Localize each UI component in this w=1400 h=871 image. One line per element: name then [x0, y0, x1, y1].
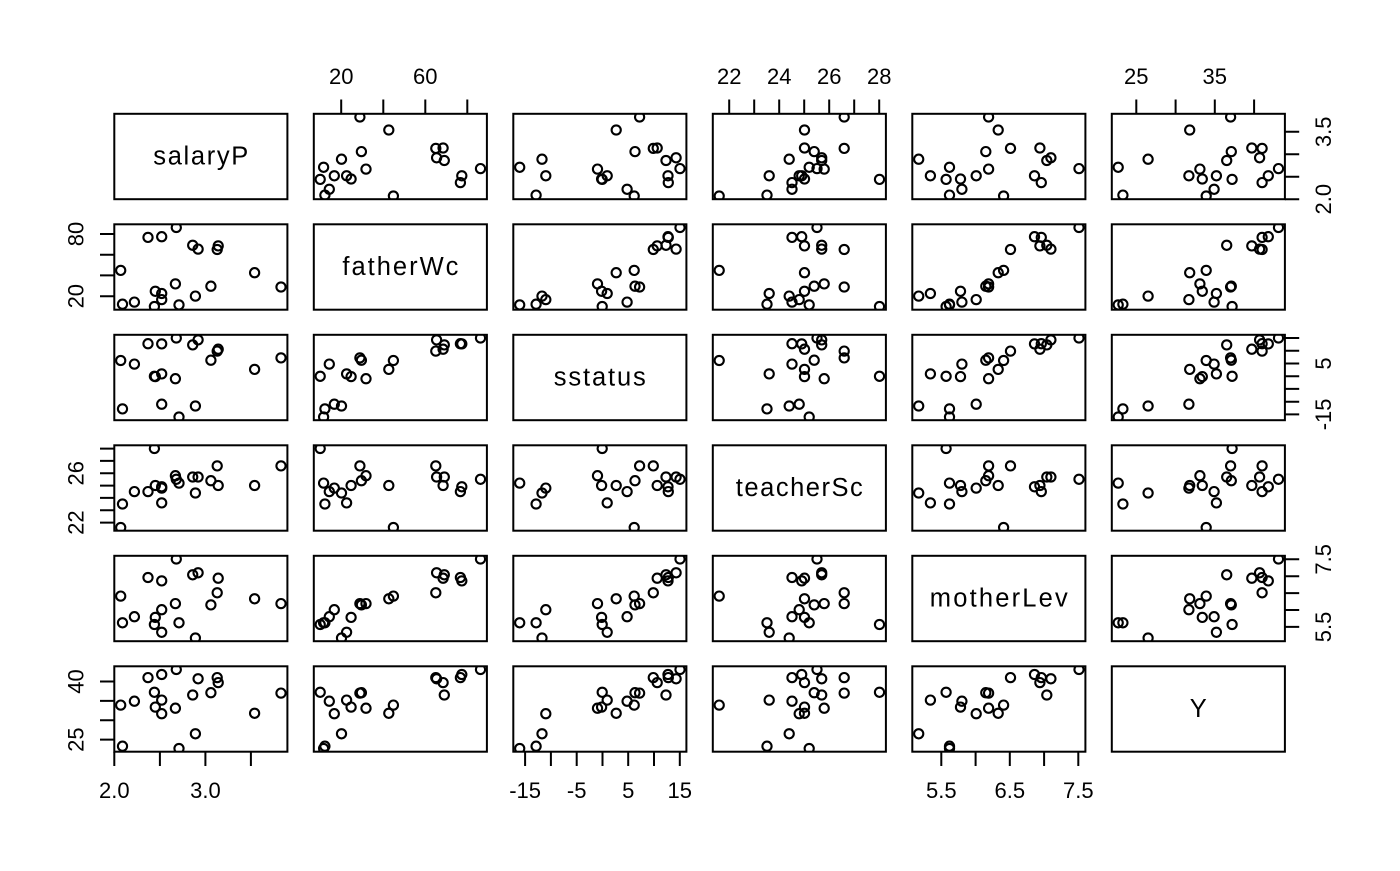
svg-text:20: 20 — [329, 64, 353, 89]
svg-text:24: 24 — [767, 64, 791, 89]
svg-text:2.0: 2.0 — [99, 778, 130, 803]
svg-text:teacherSc: teacherSc — [736, 474, 863, 502]
svg-text:3.0: 3.0 — [190, 778, 221, 803]
svg-text:26: 26 — [64, 461, 89, 485]
svg-text:6.5: 6.5 — [995, 778, 1026, 803]
svg-text:-15: -15 — [509, 778, 541, 803]
svg-text:80: 80 — [64, 222, 89, 246]
svg-text:28: 28 — [867, 64, 891, 89]
svg-text:15: 15 — [668, 778, 692, 803]
svg-text:Y: Y — [1190, 695, 1207, 723]
svg-text:7.5: 7.5 — [1311, 544, 1336, 575]
svg-text:fatherWc: fatherWc — [342, 253, 458, 281]
svg-text:35: 35 — [1203, 64, 1227, 89]
svg-text:5.5: 5.5 — [926, 778, 957, 803]
svg-text:25: 25 — [1124, 64, 1148, 89]
svg-text:-15: -15 — [1311, 399, 1336, 431]
svg-text:3.5: 3.5 — [1311, 117, 1336, 148]
svg-text:22: 22 — [717, 64, 741, 89]
svg-text:25: 25 — [64, 727, 89, 751]
svg-text:2.0: 2.0 — [1311, 184, 1336, 215]
svg-text:5.5: 5.5 — [1311, 612, 1336, 643]
svg-text:60: 60 — [413, 64, 437, 89]
svg-text:20: 20 — [64, 284, 89, 308]
svg-text:26: 26 — [817, 64, 841, 89]
svg-text:-5: -5 — [567, 778, 587, 803]
svg-text:sstatus: sstatus — [554, 364, 646, 392]
svg-text:5: 5 — [1311, 357, 1336, 369]
svg-text:motherLev: motherLev — [930, 585, 1068, 613]
svg-text:40: 40 — [64, 669, 89, 693]
svg-text:5: 5 — [622, 778, 634, 803]
svg-text:22: 22 — [64, 510, 89, 534]
svg-text:salaryP: salaryP — [153, 143, 248, 171]
svg-text:7.5: 7.5 — [1063, 778, 1094, 803]
